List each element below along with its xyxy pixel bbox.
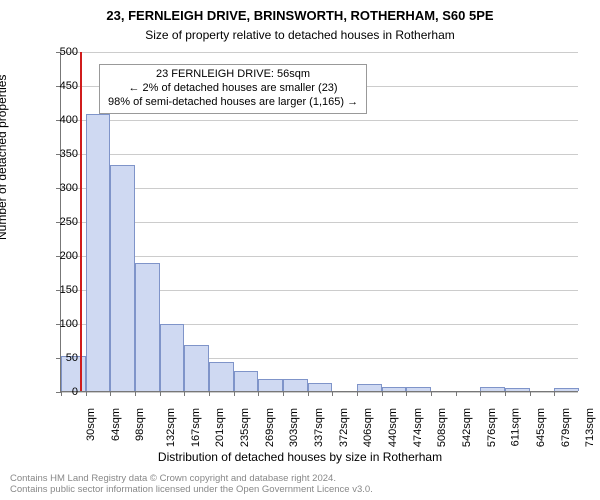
plot-area: 23 FERNLEIGH DRIVE: 56sqm← 2% of detache…: [60, 52, 578, 392]
x-tick-label: 645sqm: [535, 408, 547, 447]
x-axis-label: Distribution of detached houses by size …: [0, 450, 600, 464]
histogram-bar: [406, 387, 431, 391]
annotation-line-2: ← 2% of detached houses are smaller (23): [108, 82, 358, 96]
x-tick-label: 440sqm: [387, 408, 399, 447]
histogram-bar: [283, 379, 308, 391]
x-tick-mark: [456, 391, 457, 396]
x-tick-label: 303sqm: [288, 408, 300, 447]
y-tick-label: 250: [42, 216, 78, 228]
y-axis-label: Number of detached properties: [0, 75, 9, 240]
footer-line-2: Contains public sector information licen…: [10, 485, 373, 496]
y-tick-label: 450: [42, 80, 78, 92]
x-tick-label: 132sqm: [165, 408, 177, 447]
x-tick-label: 235sqm: [239, 408, 251, 447]
chart-title: 23, FERNLEIGH DRIVE, BRINSWORTH, ROTHERH…: [0, 8, 600, 23]
x-tick-label: 508sqm: [436, 408, 448, 447]
y-tick-label: 350: [42, 148, 78, 160]
x-tick-label: 30sqm: [85, 408, 97, 441]
x-tick-mark: [184, 391, 185, 396]
x-tick-label: 337sqm: [313, 408, 325, 447]
gridline: [61, 392, 578, 393]
x-tick-mark: [431, 391, 432, 396]
plot-inner: 23 FERNLEIGH DRIVE: 56sqm← 2% of detache…: [60, 52, 578, 392]
x-tick-label: 713sqm: [584, 408, 596, 447]
x-tick-mark: [258, 391, 259, 396]
histogram-bar: [554, 388, 579, 391]
x-tick-mark: [480, 391, 481, 396]
gridline: [61, 222, 578, 223]
x-tick-label: 474sqm: [412, 408, 424, 447]
gridline: [61, 256, 578, 257]
x-tick-label: 372sqm: [338, 408, 350, 447]
histogram-bar: [308, 383, 333, 391]
y-tick-label: 150: [42, 284, 78, 296]
x-tick-mark: [234, 391, 235, 396]
x-tick-label: 64sqm: [110, 408, 122, 441]
x-tick-mark: [406, 391, 407, 396]
histogram-bar: [357, 384, 382, 391]
histogram-bar: [480, 387, 505, 391]
histogram-bar: [184, 345, 209, 391]
x-tick-label: 611sqm: [510, 408, 522, 446]
footer-attribution: Contains HM Land Registry data © Crown c…: [10, 474, 373, 496]
y-tick-label: 100: [42, 318, 78, 330]
x-tick-label: 98sqm: [134, 408, 146, 441]
x-tick-mark: [160, 391, 161, 396]
x-tick-mark: [357, 391, 358, 396]
histogram-bar: [209, 362, 234, 391]
x-tick-label: 542sqm: [461, 408, 473, 447]
x-tick-mark: [554, 391, 555, 396]
x-tick-label: 679sqm: [560, 408, 572, 447]
x-tick-mark: [86, 391, 87, 396]
x-tick-mark: [135, 391, 136, 396]
histogram-bar: [382, 387, 407, 391]
x-tick-label: 576sqm: [486, 408, 498, 447]
y-tick-label: 500: [42, 46, 78, 58]
histogram-bar: [258, 379, 283, 391]
annotation-line-1: 23 FERNLEIGH DRIVE: 56sqm: [108, 68, 358, 82]
property-marker-line: [80, 52, 82, 391]
histogram-bar: [110, 165, 135, 391]
histogram-bar: [160, 324, 185, 391]
histogram-bar: [234, 371, 259, 391]
y-tick-label: 0: [42, 386, 78, 398]
x-tick-mark: [308, 391, 309, 396]
y-tick-label: 50: [42, 352, 78, 364]
annotation-box: 23 FERNLEIGH DRIVE: 56sqm← 2% of detache…: [99, 64, 367, 114]
annotation-line-3: 98% of semi-detached houses are larger (…: [108, 96, 358, 110]
gridline: [61, 120, 578, 121]
x-tick-mark: [209, 391, 210, 396]
y-tick-label: 400: [42, 114, 78, 126]
x-tick-mark: [332, 391, 333, 396]
x-tick-mark: [530, 391, 531, 396]
histogram-bar: [86, 114, 111, 391]
y-tick-label: 300: [42, 182, 78, 194]
x-tick-mark: [505, 391, 506, 396]
x-tick-mark: [110, 391, 111, 396]
x-tick-mark: [382, 391, 383, 396]
chart-container: { "chart": { "type": "histogram", "title…: [0, 0, 600, 500]
gridline: [61, 52, 578, 53]
x-tick-mark: [283, 391, 284, 396]
x-tick-label: 201sqm: [214, 408, 226, 447]
histogram-bar: [505, 388, 530, 391]
y-tick-label: 200: [42, 250, 78, 262]
gridline: [61, 188, 578, 189]
x-tick-label: 406sqm: [362, 408, 374, 447]
gridline: [61, 154, 578, 155]
x-tick-label: 269sqm: [264, 408, 276, 447]
x-tick-label: 167sqm: [190, 408, 202, 447]
histogram-bar: [135, 263, 160, 391]
chart-subtitle: Size of property relative to detached ho…: [0, 28, 600, 42]
